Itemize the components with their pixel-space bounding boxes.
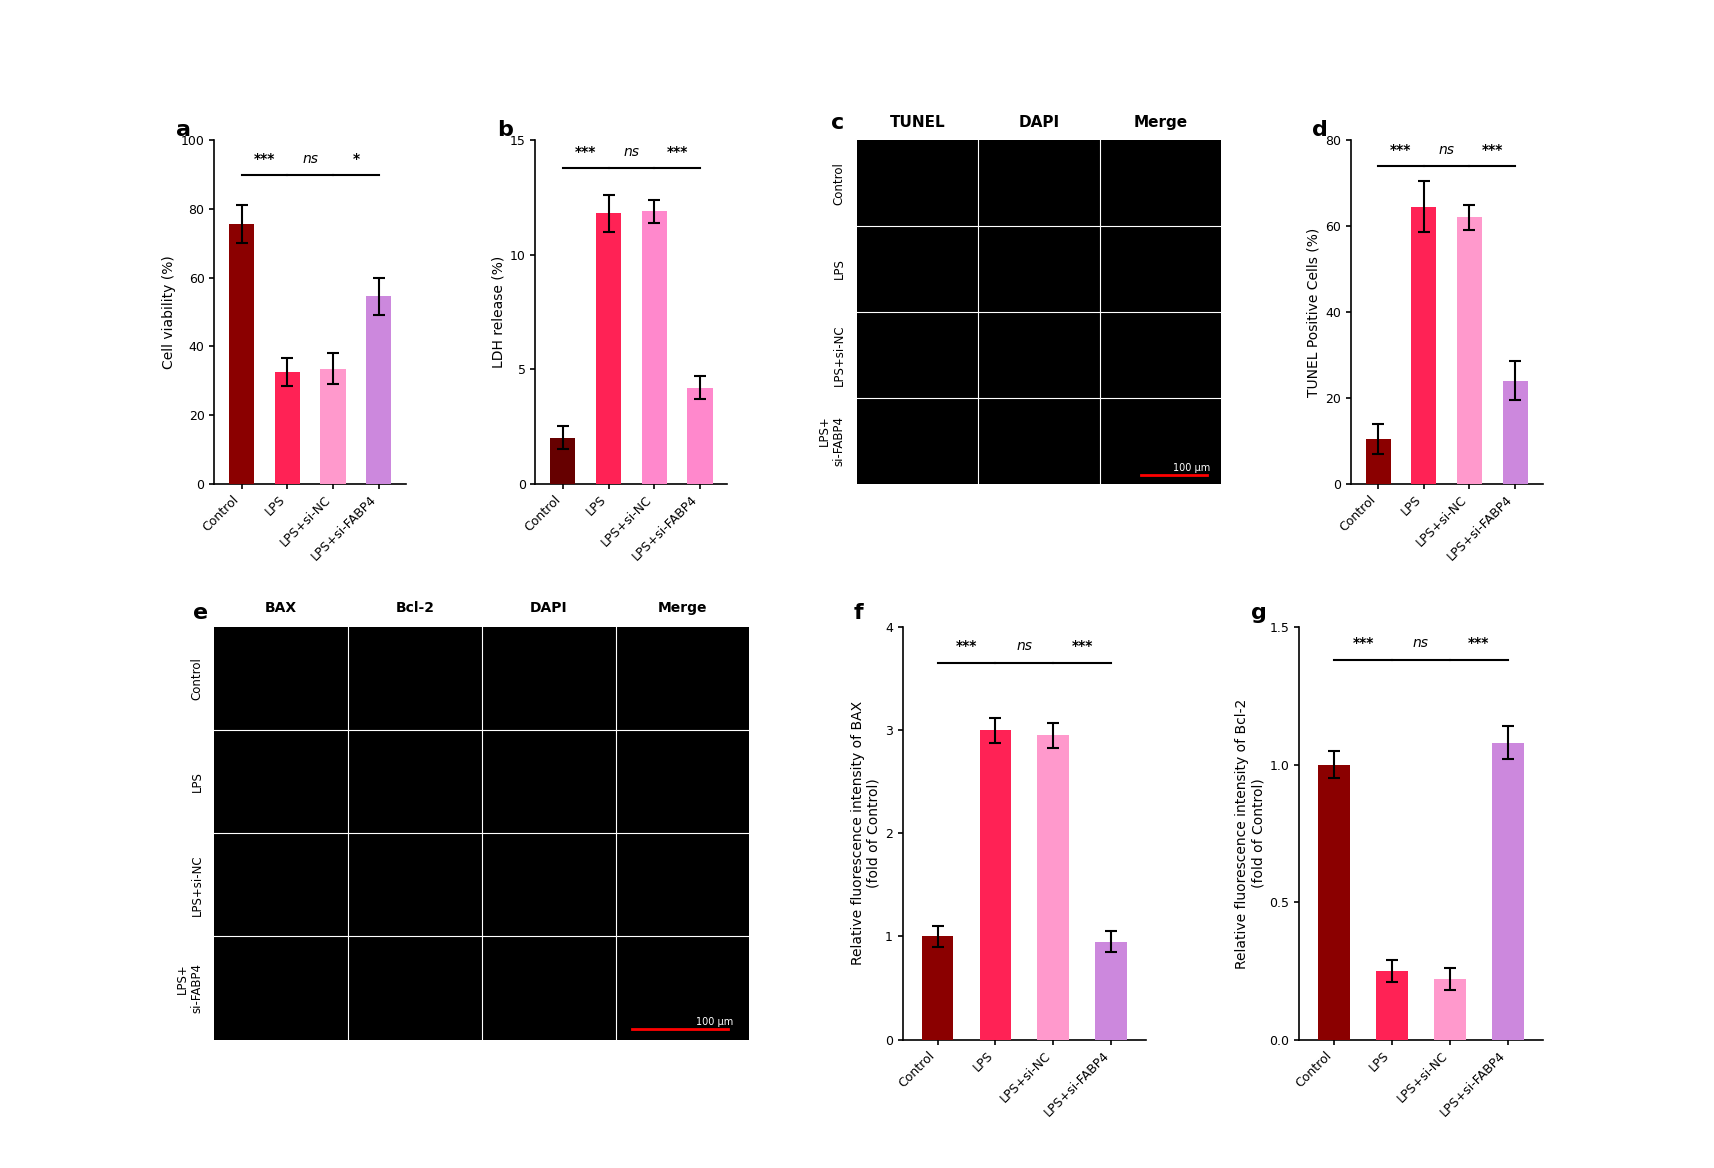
Text: *: * [353,152,360,166]
Text: BAX: BAX [266,600,297,614]
Bar [1366,439,1390,484]
Y-axis label: LDH release (%): LDH release (%) [492,256,506,368]
Text: LPS+si-NC: LPS+si-NC [190,854,204,916]
Text: ns: ns [1438,144,1455,158]
Text: f: f [854,603,864,623]
Text: LPS: LPS [833,258,845,279]
Text: LPS+
si-FABP4: LPS+ si-FABP4 [175,962,204,1013]
Text: ***: *** [1469,635,1489,649]
Text: 100 μm: 100 μm [1172,464,1210,473]
Bar [1095,941,1128,1040]
Text: DAPI: DAPI [1018,114,1059,130]
Text: ***: *** [254,152,276,166]
Text: g: g [1251,603,1267,623]
Text: 100 μm: 100 μm [696,1017,734,1027]
Bar [1457,217,1483,484]
Text: d: d [1313,119,1328,139]
Text: ***: *** [667,145,687,159]
Y-axis label: TUNEL Positive Cells (%): TUNEL Positive Cells (%) [1306,228,1321,397]
Bar [1376,971,1407,1040]
Text: ns: ns [302,152,319,166]
Y-axis label: Relative fluorescence intensity of Bcl-2
(fold of Control): Relative fluorescence intensity of Bcl-2… [1236,698,1265,968]
Text: LPS+si-NC: LPS+si-NC [833,324,845,385]
Bar [230,224,254,484]
Text: ***: *** [576,145,596,159]
Text: ***: *** [1481,144,1503,158]
Bar [1318,765,1351,1040]
Text: e: e [194,603,207,623]
Bar [321,369,346,484]
Bar [274,373,300,484]
Text: TUNEL: TUNEL [890,114,946,130]
Bar [687,388,713,484]
Bar [979,730,1011,1040]
Bar [922,937,953,1040]
Text: Merge: Merge [1133,114,1188,130]
Text: Bcl-2: Bcl-2 [396,600,434,614]
Y-axis label: Cell viability (%): Cell viability (%) [163,255,177,369]
Text: ns: ns [624,145,639,159]
Text: Control: Control [190,658,204,701]
Text: ns: ns [1412,635,1429,649]
Text: a: a [177,119,190,139]
Text: Merge: Merge [658,600,708,614]
Bar [1503,381,1527,484]
Text: Control: Control [833,161,845,204]
Text: b: b [497,119,512,139]
Text: ***: *** [956,639,977,653]
Bar [1435,979,1465,1040]
Bar [641,211,667,484]
Text: ns: ns [1016,639,1032,653]
Bar [596,214,620,484]
Text: ***: *** [1352,635,1373,649]
Text: ***: *** [1390,144,1412,158]
Text: ***: *** [1071,639,1094,653]
Bar [1037,736,1070,1040]
Bar [550,438,576,484]
Text: DAPI: DAPI [530,600,567,614]
Text: LPS+
si-FABP4: LPS+ si-FABP4 [818,416,845,466]
Bar [1411,207,1436,484]
Text: LPS: LPS [190,771,204,792]
Bar [367,297,391,484]
Y-axis label: Relative fluorescence intensity of BAX
(fold of Control): Relative fluorescence intensity of BAX (… [850,701,881,966]
Bar [1491,743,1524,1040]
Text: c: c [831,112,845,133]
